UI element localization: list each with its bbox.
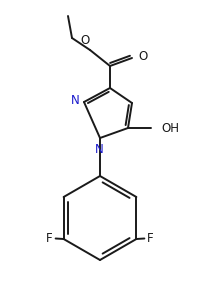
Text: O: O <box>138 49 147 63</box>
Text: F: F <box>46 231 53 245</box>
Text: F: F <box>147 231 154 245</box>
Text: N: N <box>71 94 80 106</box>
Text: N: N <box>95 143 103 156</box>
Text: OH: OH <box>161 122 179 134</box>
Text: O: O <box>80 34 90 47</box>
